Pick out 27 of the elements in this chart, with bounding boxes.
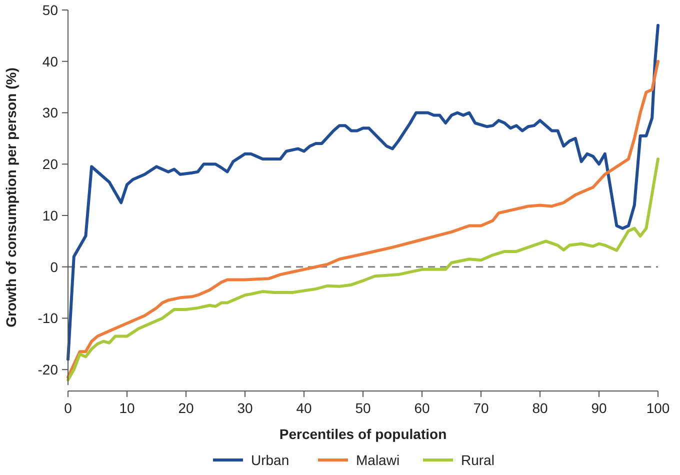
x-tick-label: 40 (296, 400, 312, 416)
y-tick-label: -10 (38, 310, 58, 326)
x-tick-label: 10 (119, 400, 135, 416)
y-tick-label: 0 (50, 258, 58, 275)
y-tick-label: 20 (42, 156, 58, 172)
y-tick-label: 30 (42, 104, 58, 121)
x-tick-label: 30 (237, 400, 253, 416)
x-tick-label: 20 (178, 400, 194, 416)
legend-label: Malawi (356, 452, 400, 468)
y-tick-label: 40 (42, 53, 58, 70)
y-tick-label: -20 (38, 361, 58, 378)
x-tick-label: 80 (532, 400, 548, 416)
legend-label: Rural (461, 452, 494, 468)
y-tick-label: 50 (42, 2, 58, 18)
legend-label: Urban (251, 452, 290, 468)
x-tick-label: 0 (64, 400, 72, 416)
x-tick-label: 90 (591, 400, 607, 416)
line-series (66, 24, 660, 361)
x-tick-label: 60 (414, 400, 430, 416)
line-series (66, 157, 660, 382)
x-tick-label: 100 (646, 400, 670, 416)
x-tick-label: 50 (355, 400, 371, 416)
line-series (66, 60, 660, 379)
x-axis-title: Percentiles of population (279, 426, 447, 442)
x-tick-label: 70 (473, 400, 489, 416)
y-tick-label: 10 (42, 207, 58, 224)
y-axis-title: Growth of consumption per person (%) (3, 68, 19, 328)
